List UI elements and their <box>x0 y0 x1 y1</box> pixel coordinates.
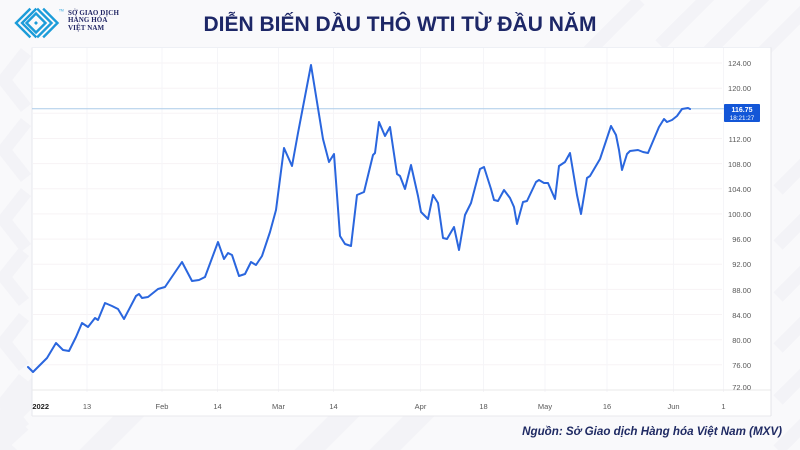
svg-text:TM: TM <box>59 9 64 13</box>
